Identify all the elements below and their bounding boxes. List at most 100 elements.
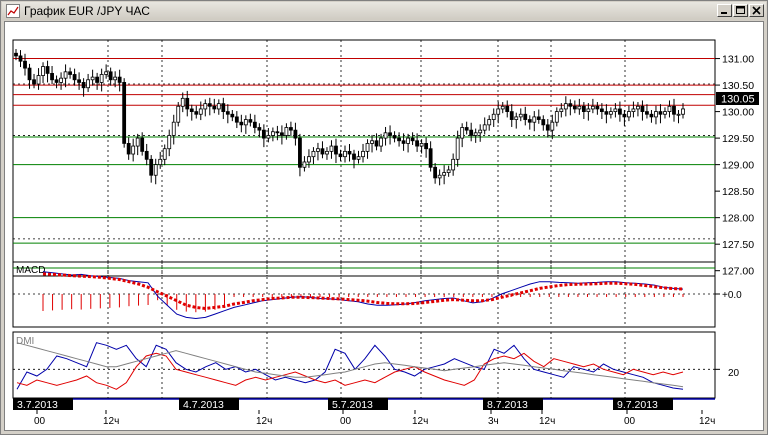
candle-body [207, 103, 212, 107]
candle-body [158, 158, 163, 166]
candle-body [487, 119, 492, 126]
candle-body [428, 148, 433, 168]
candle-body [442, 172, 447, 176]
candle-body [572, 105, 577, 110]
price-axis: 131.00 130.50 130.00 129.50 129.00 128.50 128.… [715, 54, 754, 278]
candle-body [361, 150, 365, 158]
candles [14, 49, 685, 186]
candle-body [298, 137, 302, 168]
candle-body [649, 113, 654, 118]
candle-body [279, 132, 284, 136]
grid-lines [107, 40, 626, 398]
candle-body [388, 132, 392, 136]
candle-body [410, 137, 415, 142]
candle-body [95, 76, 100, 83]
candle-body [464, 127, 469, 131]
candle-body [469, 129, 474, 136]
candle-body [50, 73, 54, 81]
candle-body [266, 135, 271, 139]
maximize-icon [736, 6, 745, 14]
candle-body [36, 75, 41, 85]
candle-body [176, 105, 181, 123]
candle-body [568, 103, 573, 107]
candle-body [446, 169, 451, 173]
maximize-button[interactable] [733, 4, 748, 17]
candle-body [239, 121, 244, 126]
candle-body [383, 132, 388, 139]
time-label: 12ч [539, 416, 555, 427]
chart-canvas[interactable]: 131.00 130.50 130.00 129.50 129.00 128.50 128.… [4, 21, 764, 431]
time-label: 00 [34, 416, 46, 427]
candle-body [72, 74, 77, 81]
candle-body [676, 113, 681, 116]
candle-body [216, 103, 221, 110]
candle-body [482, 124, 487, 131]
candle-body [627, 111, 631, 118]
candle-body [654, 111, 658, 118]
candle-body [352, 153, 356, 160]
candle-body [81, 82, 86, 89]
candle-body [374, 140, 379, 147]
candle-body [663, 111, 667, 115]
close-button[interactable] [749, 4, 764, 17]
y-tick-label: 130.00 [722, 107, 754, 119]
candle-body [347, 150, 352, 155]
date-label: 4.7.2013 [183, 399, 224, 411]
candle-body [32, 79, 36, 85]
candle-body [189, 108, 194, 112]
macd-signal-line [42, 272, 684, 311]
candle-body [392, 135, 397, 139]
candle-body [167, 135, 172, 150]
dmi-adx-line [16, 342, 684, 388]
candle-body [586, 108, 591, 112]
candle-body [681, 108, 685, 115]
dmi-title: DMI [16, 336, 34, 347]
candle-body [356, 156, 361, 160]
macd-lines [13, 271, 720, 320]
y-tick-label: 130.50 [722, 80, 754, 92]
candle-body [316, 148, 320, 152]
candle-body [419, 143, 424, 147]
candle-body [104, 71, 109, 75]
candle-body [667, 105, 672, 112]
candle-body [212, 105, 217, 110]
chart-svg[interactable]: 131.00 130.50 130.00 129.50 129.00 128.50 128.… [5, 22, 763, 430]
date-label-box [483, 398, 543, 410]
candle-body [645, 111, 649, 115]
candle-body [68, 71, 72, 75]
candle-body [599, 108, 604, 112]
candle-body [496, 108, 501, 115]
candle-body [365, 143, 370, 152]
candle-body [532, 116, 537, 123]
time-label: 00 [624, 416, 636, 427]
time-label: 3ч [488, 416, 499, 427]
candle-body [577, 105, 582, 110]
minimize-button[interactable] [717, 4, 732, 17]
price-panel [12, 39, 716, 277]
candle-body [595, 105, 600, 110]
candle-body [203, 103, 208, 110]
candle-body [162, 148, 167, 160]
candle-body [478, 129, 483, 134]
candle-body [622, 113, 627, 118]
candle-body [334, 145, 338, 155]
candle-body [370, 140, 374, 144]
candle-body [293, 129, 298, 139]
minimize-icon [721, 12, 727, 14]
candle-body [536, 116, 541, 120]
candle-body [460, 127, 465, 139]
title-bar[interactable]: График EUR /JPY ЧАС [2, 2, 766, 20]
candle-body [230, 113, 235, 118]
candle-body [491, 113, 496, 120]
candle-body [527, 119, 532, 123]
candle-body [401, 140, 406, 144]
candle-body [509, 111, 514, 120]
candle-body [54, 79, 59, 83]
candle-body [604, 111, 609, 115]
candle-body [243, 119, 248, 126]
candle-body [270, 131, 275, 136]
candle-body [545, 124, 550, 131]
macd-zero-label: +0.0 [722, 290, 742, 301]
dmi-plus-line [16, 342, 684, 390]
candle-body [261, 129, 266, 139]
